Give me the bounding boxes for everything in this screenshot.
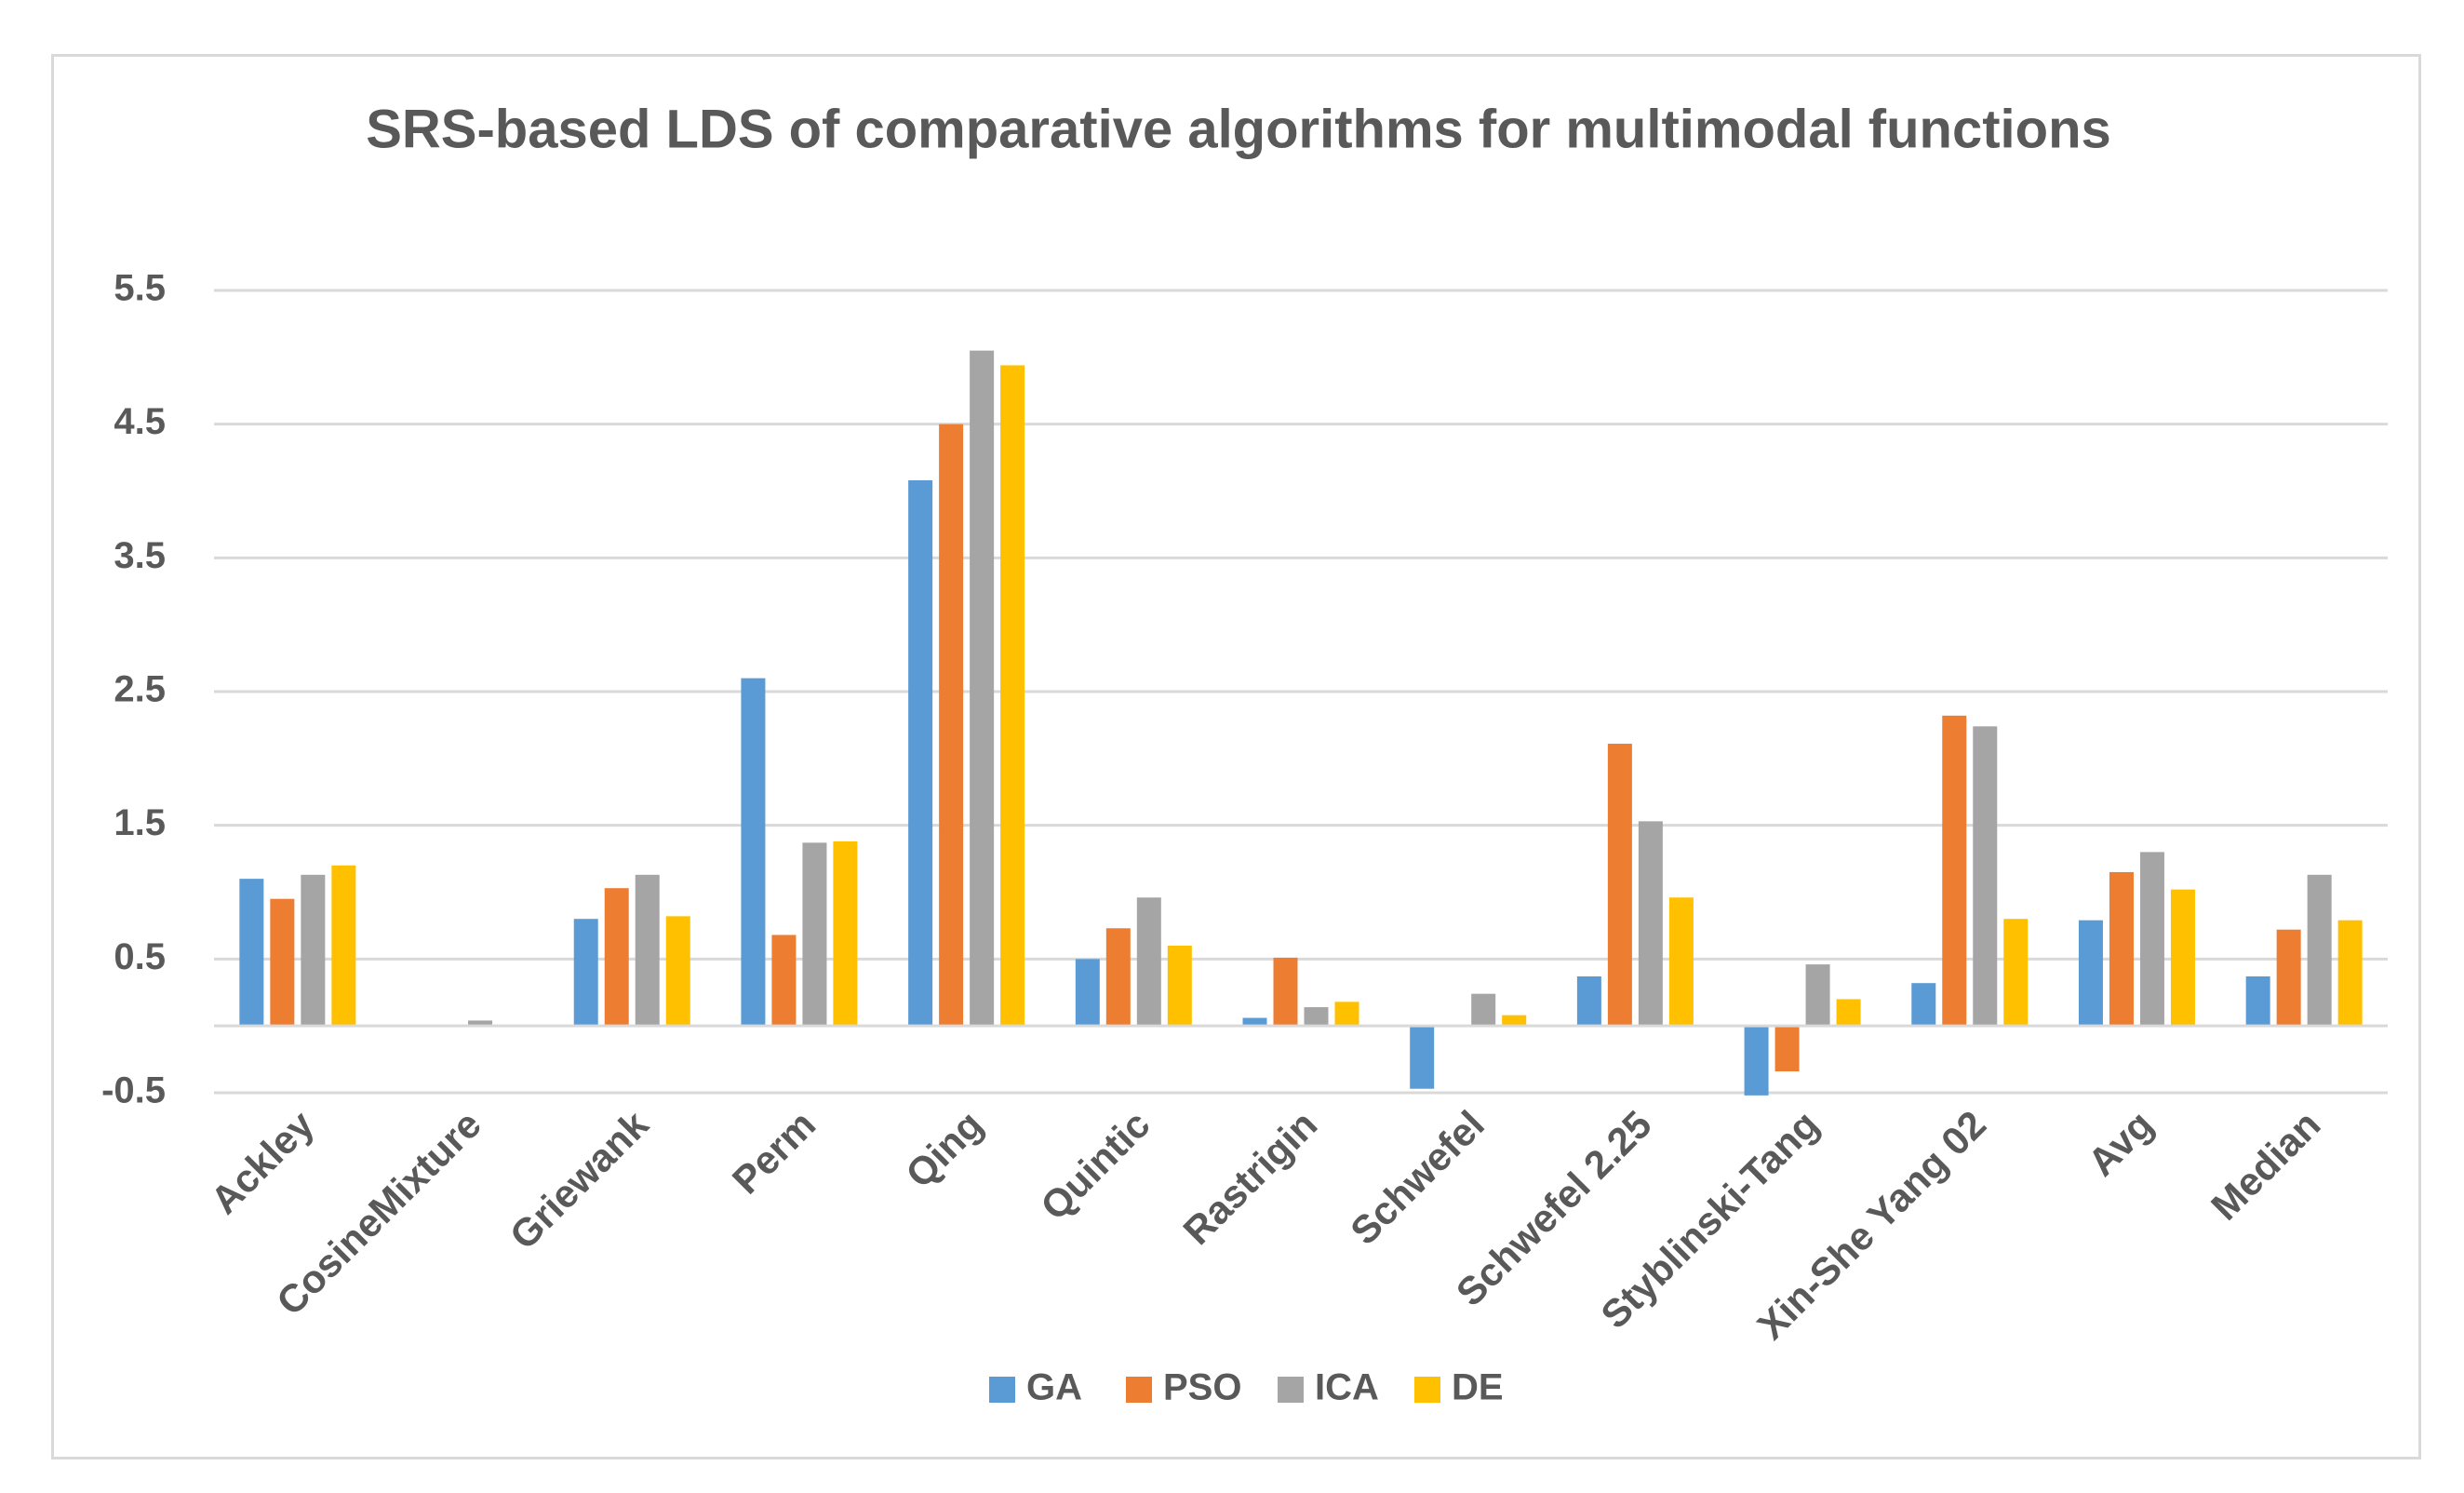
legend-label-ica: ICA xyxy=(1315,1367,1379,1408)
x-tick-label: Perm xyxy=(724,1102,824,1203)
bar-ica-xin-she-yang-02 xyxy=(1973,726,1998,1027)
bar-ga-griewank xyxy=(573,919,598,1027)
bar-ga-median xyxy=(2245,976,2270,1027)
legend: GA PSO ICA DE xyxy=(989,1367,1504,1408)
legend-swatch-ga xyxy=(989,1377,1015,1403)
bar-de-rastrigin xyxy=(1334,1002,1359,1027)
chart-title: SRS-based LDS of comparative algorithms … xyxy=(366,99,2111,159)
bar-pso-griewank xyxy=(604,888,629,1027)
bar-de-griewank xyxy=(665,916,690,1027)
x-tick-label: Avg xyxy=(2080,1102,2162,1184)
y-tick-label: 3.5 xyxy=(114,535,166,576)
x-tick-label: Schwefel xyxy=(1342,1102,1493,1253)
bar-pso-styblinski-tang xyxy=(1774,1026,1800,1072)
bar-pso-ackley xyxy=(270,898,295,1027)
bars xyxy=(239,350,2363,1096)
bar-de-styblinski-tang xyxy=(1836,999,1861,1027)
x-tick-label: Griewank xyxy=(502,1102,657,1258)
bar-de-qing xyxy=(1000,365,1025,1027)
bar-ica-median xyxy=(2307,874,2332,1027)
bar-pso-median xyxy=(2276,929,2301,1027)
legend-label-de: DE xyxy=(1452,1367,1504,1408)
bar-pso-quintic xyxy=(1105,928,1131,1027)
bar-ica-perm xyxy=(802,842,827,1027)
y-tick-label: 1.5 xyxy=(114,802,166,843)
x-tick-label: Median xyxy=(2203,1102,2329,1229)
bar-ga-schwefel xyxy=(1410,1026,1435,1089)
x-tick-label: Qing xyxy=(897,1102,991,1196)
x-tick-label: Ackley xyxy=(202,1102,322,1222)
bar-ga-qing xyxy=(908,480,933,1027)
bar-ica-griewank xyxy=(635,874,660,1027)
bar-ica-schwefel-2-25 xyxy=(1638,821,1663,1027)
bar-ga-styblinski-tang xyxy=(1744,1026,1769,1096)
chart-frame: SRS-based LDS of comparative algorithms … xyxy=(51,54,2421,1459)
bar-ga-perm xyxy=(741,678,766,1027)
legend-swatch-ica xyxy=(1278,1377,1304,1403)
bar-ga-avg xyxy=(2078,920,2103,1027)
bar-ica-ackley xyxy=(301,874,326,1027)
y-axis-ticks: 5.5 4.5 3.5 2.5 1.5 0.5 -0.5 xyxy=(101,268,166,1111)
legend-label-pso: PSO xyxy=(1163,1367,1241,1408)
bar-pso-xin-she-yang-02 xyxy=(1942,715,1967,1027)
bar-ica-styblinski-tang xyxy=(1805,964,1830,1027)
bar-de-perm xyxy=(833,841,858,1027)
bar-pso-perm xyxy=(771,935,797,1027)
bar-ica-quintic xyxy=(1136,897,1161,1027)
legend-swatch-pso xyxy=(1126,1377,1152,1403)
bar-pso-qing xyxy=(939,424,964,1027)
bar-de-quintic xyxy=(1167,945,1192,1027)
chart: SRS-based LDS of comparative algorithms … xyxy=(101,99,2388,1408)
bar-pso-avg xyxy=(2109,871,2134,1027)
y-tick-label: 0.5 xyxy=(114,936,166,977)
bar-pso-schwefel-2-25 xyxy=(1607,744,1632,1027)
bar-ica-rastrigin xyxy=(1304,1007,1329,1027)
bar-ica-qing xyxy=(970,350,995,1027)
bar-ga-schwefel-2-25 xyxy=(1576,976,1601,1027)
bar-de-xin-she-yang-02 xyxy=(2003,919,2029,1027)
bar-ica-cosinemixture xyxy=(468,1020,493,1027)
bar-ga-rastrigin xyxy=(1242,1017,1267,1027)
bar-ga-quintic xyxy=(1075,959,1100,1027)
bar-ica-schwefel xyxy=(1471,993,1496,1027)
bar-de-median xyxy=(2337,920,2363,1027)
y-tick-label: 5.5 xyxy=(114,268,166,309)
bar-de-schwefel-2-25 xyxy=(1668,897,1694,1027)
x-tick-label: Rastrigin xyxy=(1174,1102,1325,1253)
bar-de-avg xyxy=(2170,889,2195,1027)
legend-label-ga: GA xyxy=(1026,1367,1082,1408)
y-tick-label: 4.5 xyxy=(114,401,166,442)
bar-ga-xin-she-yang-02 xyxy=(1911,983,1936,1027)
x-tick-label: Quintic xyxy=(1032,1102,1158,1229)
bar-pso-rastrigin xyxy=(1273,957,1298,1027)
bar-ica-avg xyxy=(2139,852,2164,1027)
bar-de-schwefel xyxy=(1502,1015,1527,1027)
bar-ga-ackley xyxy=(239,879,264,1027)
grid-lines xyxy=(214,289,2388,1095)
bar-de-ackley xyxy=(331,865,356,1027)
legend-swatch-de xyxy=(1414,1377,1440,1403)
y-tick-label: 2.5 xyxy=(114,669,166,710)
y-tick-label: -0.5 xyxy=(101,1070,166,1111)
